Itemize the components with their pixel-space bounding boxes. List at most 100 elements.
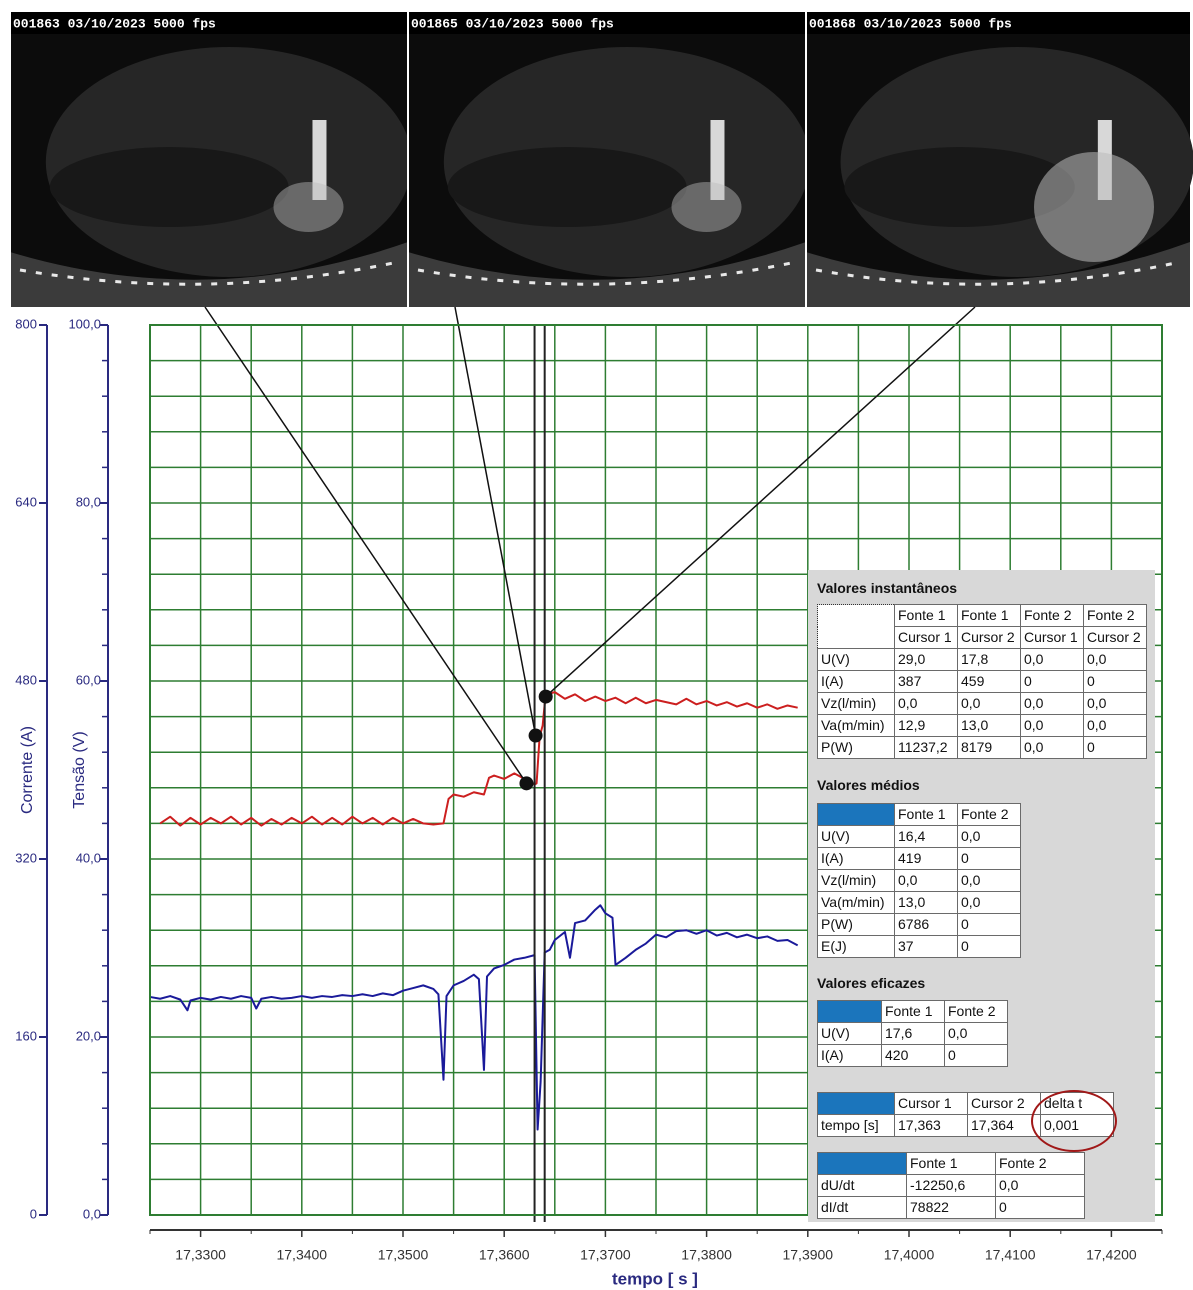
table-row: E(J) 37 0 [817, 935, 1021, 958]
table-cell: 0,0 [957, 692, 1021, 715]
table-cell: 0 [957, 913, 1021, 936]
table-cell: 17,363 [894, 1114, 968, 1137]
table-cell: Cursor 1 [1020, 626, 1084, 649]
x-tick-label: 17,4000 [884, 1247, 935, 1263]
table-cell: Fonte 2 [957, 803, 1021, 826]
frame-electrode [312, 120, 327, 200]
frame-caption: 001863 03/10/2023 5000 fps [13, 16, 216, 31]
table-cell: P(W) [817, 736, 895, 759]
data-line [159, 691, 798, 827]
x-tick-label: 17,4200 [1086, 1247, 1137, 1263]
table-cell: 0,0 [1083, 692, 1147, 715]
y2-tick-label: 80,0 [76, 494, 101, 509]
y2-axis-title: Tensão (V) [71, 731, 88, 808]
y2-tick-label: 60,0 [76, 672, 101, 687]
table-cell: 0 [995, 1196, 1085, 1219]
table-corner [817, 1092, 895, 1115]
frame-caption-bg [806, 12, 1190, 34]
header-row: Fonte 1 Fonte 2 [817, 1152, 1085, 1175]
y-axis-title: Corrente (A) [19, 726, 36, 814]
table-cell: Cursor 2 [967, 1092, 1041, 1115]
table-cell: Fonte 1 [894, 604, 958, 627]
table-cell: -12250,6 [906, 1174, 996, 1197]
table-cell: Fonte 1 [894, 803, 958, 826]
y-tick-label: 0 [30, 1206, 37, 1221]
frame-connector [204, 306, 528, 784]
header-row: Fonte 1 Fonte 1 Fonte 2 Fonte 2 [817, 604, 1147, 649]
table-cell: U(V) [817, 825, 895, 848]
table-row: U(V) 16,4 0,0 [817, 825, 1021, 848]
table-cell: E(J) [817, 935, 895, 958]
highlight-point [528, 728, 543, 743]
x-tick-label: 17,3600 [479, 1247, 530, 1263]
table-cell: I(A) [817, 670, 895, 693]
table-cell: Cursor 2 [1083, 626, 1147, 649]
highlight-ellipse [1031, 1090, 1117, 1152]
camera-frame: 001863 03/10/2023 5000 fps [9, 12, 412, 307]
table-row: P(W) 11237,2 8179 0,0 0 [817, 736, 1147, 759]
table-cell: 0,0 [957, 891, 1021, 914]
frame-rim [408, 242, 806, 307]
table-cell: 387 [894, 670, 958, 693]
y-tick-label: 800 [15, 316, 37, 331]
table-cell: Va(m/min) [817, 891, 895, 914]
x-tick-label: 17,4100 [985, 1247, 1036, 1263]
table-cell: 419 [894, 847, 958, 870]
table-corner [817, 1000, 882, 1023]
camera-frame: 001868 03/10/2023 5000 fps [805, 12, 1193, 307]
camera-frame: 001865 03/10/2023 5000 fps [407, 12, 810, 307]
table-cell: 78822 [906, 1196, 996, 1219]
data-table: Fonte 1 Fonte 2 dU/dt -12250,6 0,0 dI/dt 78822… [817, 1152, 1085, 1219]
table-cell: Cursor 1 [894, 1092, 968, 1115]
header-row: Cursor 1 Cursor 2 Cursor 1 Cursor 2 [818, 626, 1147, 649]
table-corner [817, 803, 895, 826]
x-tick-label: 17,3400 [276, 1247, 327, 1263]
highlight-point [538, 689, 553, 704]
table-cell: Vz(l/min) [817, 869, 895, 892]
section-title: Valores instantâneos [817, 580, 958, 596]
table-row: I(A) 419 0 [817, 847, 1021, 870]
table-cell: 12,9 [894, 714, 958, 737]
x-tick-label: 17,3700 [580, 1247, 631, 1263]
table-cell: dU/dt [817, 1174, 907, 1197]
table-cell: 0,0 [894, 692, 958, 715]
frame-arc-glow [273, 182, 344, 232]
table-cell: 16,4 [894, 825, 958, 848]
table-row: dU/dt -12250,6 0,0 [817, 1174, 1085, 1197]
table-cell: 29,0 [894, 648, 958, 671]
table-cell: U(V) [817, 1022, 882, 1045]
table-cell: Fonte 1 [906, 1152, 996, 1175]
table-cell: 0,0 [1083, 714, 1147, 737]
table-cell: 0 [1083, 670, 1147, 693]
table-cell: U(V) [817, 648, 895, 671]
table-cell: 8179 [957, 736, 1021, 759]
y2-tick-label: 0,0 [83, 1206, 101, 1221]
frame-caption: 001865 03/10/2023 5000 fps [411, 16, 614, 31]
x-tick-label: 17,3300 [175, 1247, 226, 1263]
table-cell: 13,0 [957, 714, 1021, 737]
table-cell: P(W) [817, 913, 895, 936]
table-cell: 17,6 [881, 1022, 945, 1045]
table-row: Va(m/min) 12,9 13,0 0,0 0,0 [817, 714, 1147, 737]
frame-connector [454, 306, 537, 736]
table-row: P(W) 6786 0 [817, 913, 1021, 936]
x-axis-title: tempo [ s ] [612, 1269, 698, 1288]
data-table: Fonte 1 Fonte 2 U(V) 17,6 0,0 I(A) 420 0 [817, 1000, 1008, 1067]
data-table: Fonte 1 Fonte 2 U(V) 16,4 0,0 I(A) 419 0 Vz(l/mi… [817, 803, 1021, 958]
table-corner [817, 604, 895, 649]
table-cell: 0 [1083, 736, 1147, 759]
data-table: Fonte 1 Fonte 1 Fonte 2 Fonte 2 Cursor 1 Curs… [817, 604, 1147, 759]
frame-electrode [710, 120, 725, 200]
table-cell: tempo [s] [817, 1114, 895, 1137]
section-title: Valores eficazes [817, 975, 926, 991]
frame-caption: 001868 03/10/2023 5000 fps [809, 16, 1012, 31]
table-cell: 0,0 [957, 825, 1021, 848]
frame-rim [806, 242, 1190, 307]
table-cell: 0,0 [1020, 692, 1084, 715]
table-cell: Fonte 2 [944, 1000, 1008, 1023]
table-cell: Fonte 2 [1083, 604, 1147, 627]
header-row: Fonte 1 Fonte 2 [817, 1000, 1008, 1023]
table-cell: 0,0 [894, 869, 958, 892]
y-tick-label: 160 [15, 1028, 37, 1043]
